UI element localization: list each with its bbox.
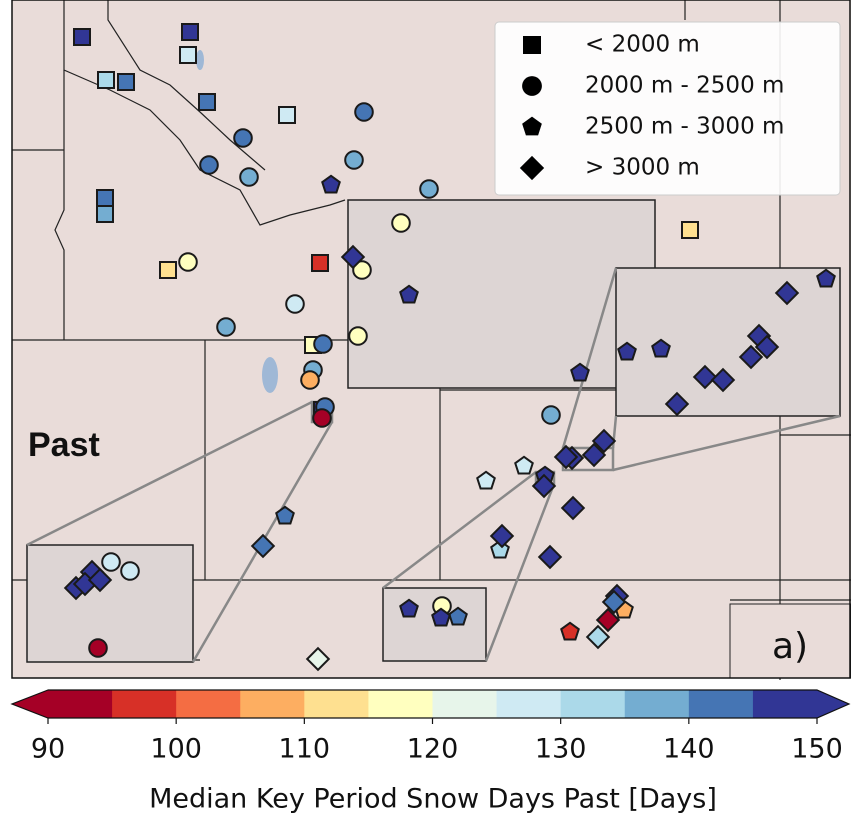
colorbar-tick-label: 150 (791, 734, 843, 765)
colorbar-tick-label: 110 (279, 734, 331, 765)
circle-marker (542, 406, 560, 424)
legend-label: 2500 m - 3000 m (585, 114, 784, 140)
square-marker (199, 94, 215, 110)
colorbar-segment (561, 690, 626, 718)
circle-marker (349, 327, 367, 345)
circle-marker (89, 639, 107, 657)
legend-label: < 2000 m (585, 32, 700, 58)
colorbar-tick-label: 140 (663, 734, 715, 765)
colorbar-segment (48, 690, 113, 718)
legend-label: 2000 m - 2500 m (585, 73, 784, 99)
square-marker (180, 47, 196, 63)
legend-label: > 3000 m (585, 155, 700, 181)
circle-marker (301, 371, 319, 389)
colorbar-extend-low (12, 690, 48, 718)
colorbar-segment (497, 690, 562, 718)
colorbar-tick-label: 90 (31, 734, 65, 765)
colorbar-segment (112, 690, 177, 718)
square-marker (312, 255, 328, 271)
square-marker (97, 206, 113, 222)
colorbar-segment (433, 690, 498, 718)
square-marker (523, 36, 541, 54)
colorbar-segment (753, 690, 818, 718)
circle-marker (313, 409, 331, 427)
circle-marker (217, 318, 235, 336)
circle-marker (240, 168, 258, 186)
circle-marker (522, 76, 542, 96)
period-label: Past (28, 426, 100, 464)
square-marker (74, 29, 90, 45)
colorbar-segment (176, 690, 241, 718)
circle-marker (345, 151, 363, 169)
circle-marker (314, 335, 332, 353)
colorbar-label: Median Key Period Snow Days Past [Days] (149, 784, 717, 815)
panel-label: a) (772, 626, 808, 667)
square-marker (97, 190, 113, 206)
square-marker (160, 262, 176, 278)
circle-marker (179, 253, 197, 271)
colorbar-segment (625, 690, 690, 718)
circle-marker (355, 103, 373, 121)
colorbar-segment (689, 690, 754, 718)
circle-marker (420, 180, 438, 198)
circle-marker (392, 214, 410, 232)
colorbar-tick-label: 100 (150, 734, 202, 765)
colorbar-tick-label: 120 (407, 734, 459, 765)
square-marker (682, 222, 698, 238)
circle-marker (200, 156, 218, 174)
colorbar-segment (368, 690, 433, 718)
square-marker (98, 72, 114, 88)
circle-marker (234, 129, 252, 147)
figure: < 2000 m 2000 m - 2500 m 2500 m - 3000 m > … (0, 0, 851, 819)
colorbar-tick-label: 130 (535, 734, 587, 765)
circle-marker (121, 562, 139, 580)
colorbar-segment (240, 690, 305, 718)
colorbar: 90 100 110 120 130 140 150 (12, 690, 849, 765)
circle-marker (286, 295, 304, 313)
square-marker (279, 107, 295, 123)
circle-marker (102, 553, 120, 571)
colorbar-extend-high (817, 690, 849, 718)
square-marker (118, 74, 134, 90)
colorbar-segment (304, 690, 369, 718)
square-marker (182, 24, 198, 40)
